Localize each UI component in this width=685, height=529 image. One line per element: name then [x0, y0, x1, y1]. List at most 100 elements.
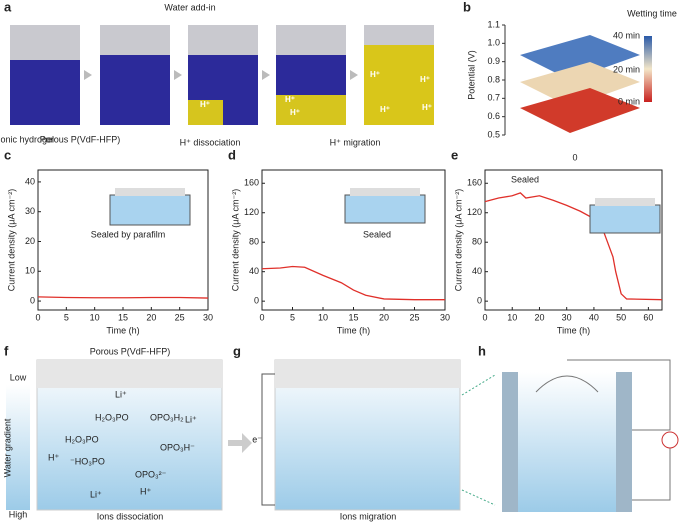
panel-g: g e⁻ Ions migration: [228, 343, 461, 521]
caption: Ions dissociation: [97, 511, 164, 521]
y-tick-label: 80: [249, 237, 259, 247]
x-tick-label: 25: [175, 312, 185, 322]
liquid: [188, 100, 223, 125]
meter: [661, 431, 679, 449]
y-tick-label: 10: [25, 266, 35, 276]
y-tick-label: 40: [249, 266, 259, 276]
x-tick-label: 15: [348, 312, 358, 322]
ion-label: H⁺: [290, 108, 300, 117]
label: Porous P(VdF-HFP): [40, 134, 121, 144]
x-tick-label: 20: [534, 312, 544, 322]
x-tick-label: 50: [616, 312, 626, 322]
y-tick-label: 30: [25, 206, 35, 216]
y-tick-label: 40: [25, 176, 35, 186]
wire: [261, 373, 275, 506]
x-tick-label: 10: [318, 312, 328, 322]
label: Porous P(VdF-HFP): [90, 346, 171, 356]
group: OPO₃H⁻: [160, 442, 195, 452]
x-tick-label: 40: [589, 312, 599, 322]
group: OPO₃²⁻: [135, 469, 167, 479]
colorbar: [644, 36, 652, 102]
y-axis-label: Current density (μA cm⁻²): [6, 189, 16, 291]
y-axis-label: Current density (μA cm⁻²): [230, 189, 240, 291]
membrane: [275, 360, 460, 388]
x-tick-label: 0: [35, 312, 40, 322]
label: H⁺ migration: [330, 137, 381, 147]
tick-label: 0.6: [487, 111, 500, 121]
electrode: [616, 372, 632, 512]
ion-label: H⁺: [200, 100, 210, 109]
panel-label: e: [451, 147, 458, 162]
label: e⁻: [252, 434, 262, 444]
panel-b: b Wetting time 40 min 20 min 0 min 0 Pot…: [463, 0, 677, 162]
liquid: [364, 45, 434, 125]
annotation: Sealed: [363, 229, 391, 239]
electrode: [502, 372, 518, 512]
data-line: [37, 296, 209, 299]
device: [344, 194, 426, 224]
device: [115, 188, 185, 196]
device: [109, 194, 191, 226]
liquid: [276, 95, 346, 125]
ion-label: H⁺: [380, 105, 390, 114]
caption: Ions migration: [340, 511, 397, 521]
y-axis-label: Current density (μA cm⁻²): [453, 189, 463, 291]
x-tick-label: 20: [379, 312, 389, 322]
ion-label: H⁺: [422, 103, 432, 112]
surface: [520, 35, 640, 80]
x-tick-label: 30: [203, 312, 213, 322]
y-tick-label: 0: [254, 296, 259, 306]
ion: Li⁺: [185, 414, 197, 424]
legend-label: 0 min: [618, 96, 640, 106]
zoom-line: [461, 374, 496, 506]
panel-f: f Porous P(VdF-HFP) Low High Water gradi…: [2, 343, 223, 521]
legend-title: Wetting time: [627, 8, 677, 18]
panel-label: c: [4, 147, 11, 162]
device: [589, 204, 661, 234]
liquid: [10, 60, 80, 125]
panel-label: b: [463, 0, 471, 14]
x-tick-label: 30: [440, 312, 450, 322]
group: OPO₃H₂: [150, 412, 184, 422]
plot-frame: [484, 169, 663, 311]
device: [595, 198, 655, 206]
x-tick-label: 30: [562, 312, 572, 322]
gradient-bar: [6, 385, 30, 510]
panel-label: f: [4, 343, 9, 358]
x-tick-label: 15: [118, 312, 128, 322]
origin-label: 0: [572, 152, 577, 162]
axis-label: Potential (V): [466, 50, 476, 100]
x-tick-label: 0: [259, 312, 264, 322]
label: High: [9, 509, 28, 519]
data-line: [261, 265, 445, 301]
surface: [520, 88, 640, 133]
y-tick-label: 120: [467, 207, 482, 217]
x-tick-label: 10: [507, 312, 517, 322]
tick-label: 0.7: [487, 93, 500, 103]
annotation: Sealed: [511, 174, 539, 184]
y-tick-label: 0: [477, 296, 482, 306]
tick-label: 0.9: [487, 56, 500, 66]
y-tick-label: 40: [472, 266, 482, 276]
label: Low: [10, 372, 27, 382]
group: H₂O₃PO: [65, 434, 99, 444]
data-line: [484, 192, 663, 301]
panel-label: a: [4, 0, 12, 14]
surface: [520, 62, 640, 107]
arc: [535, 375, 599, 393]
legend-label: 20 min: [613, 64, 640, 74]
cell: [502, 372, 632, 512]
ion-label: H⁺: [420, 75, 430, 84]
membrane: [37, 360, 222, 388]
panel-h: h: [461, 343, 679, 512]
ion-label: H⁺: [370, 70, 380, 79]
group: H₂O₃PO: [95, 412, 129, 422]
y-tick-label: 80: [472, 237, 482, 247]
x-axis-label: Time (h): [106, 325, 139, 335]
label: H⁺ dissociation: [180, 137, 241, 147]
title: Water add-in: [164, 2, 215, 12]
annotation: Sealed by parafilm: [91, 229, 166, 239]
x-axis-label: Time (h): [557, 325, 590, 335]
arrow: [228, 433, 252, 453]
